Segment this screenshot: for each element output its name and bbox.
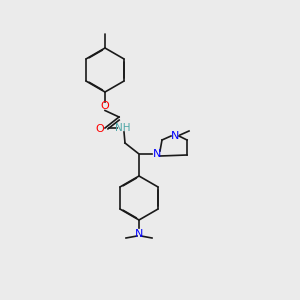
Text: N: N (153, 149, 161, 159)
Text: O: O (100, 101, 109, 111)
Text: O: O (96, 124, 104, 134)
Text: NH: NH (115, 123, 131, 133)
Text: N: N (135, 229, 143, 239)
Text: N: N (171, 131, 179, 141)
